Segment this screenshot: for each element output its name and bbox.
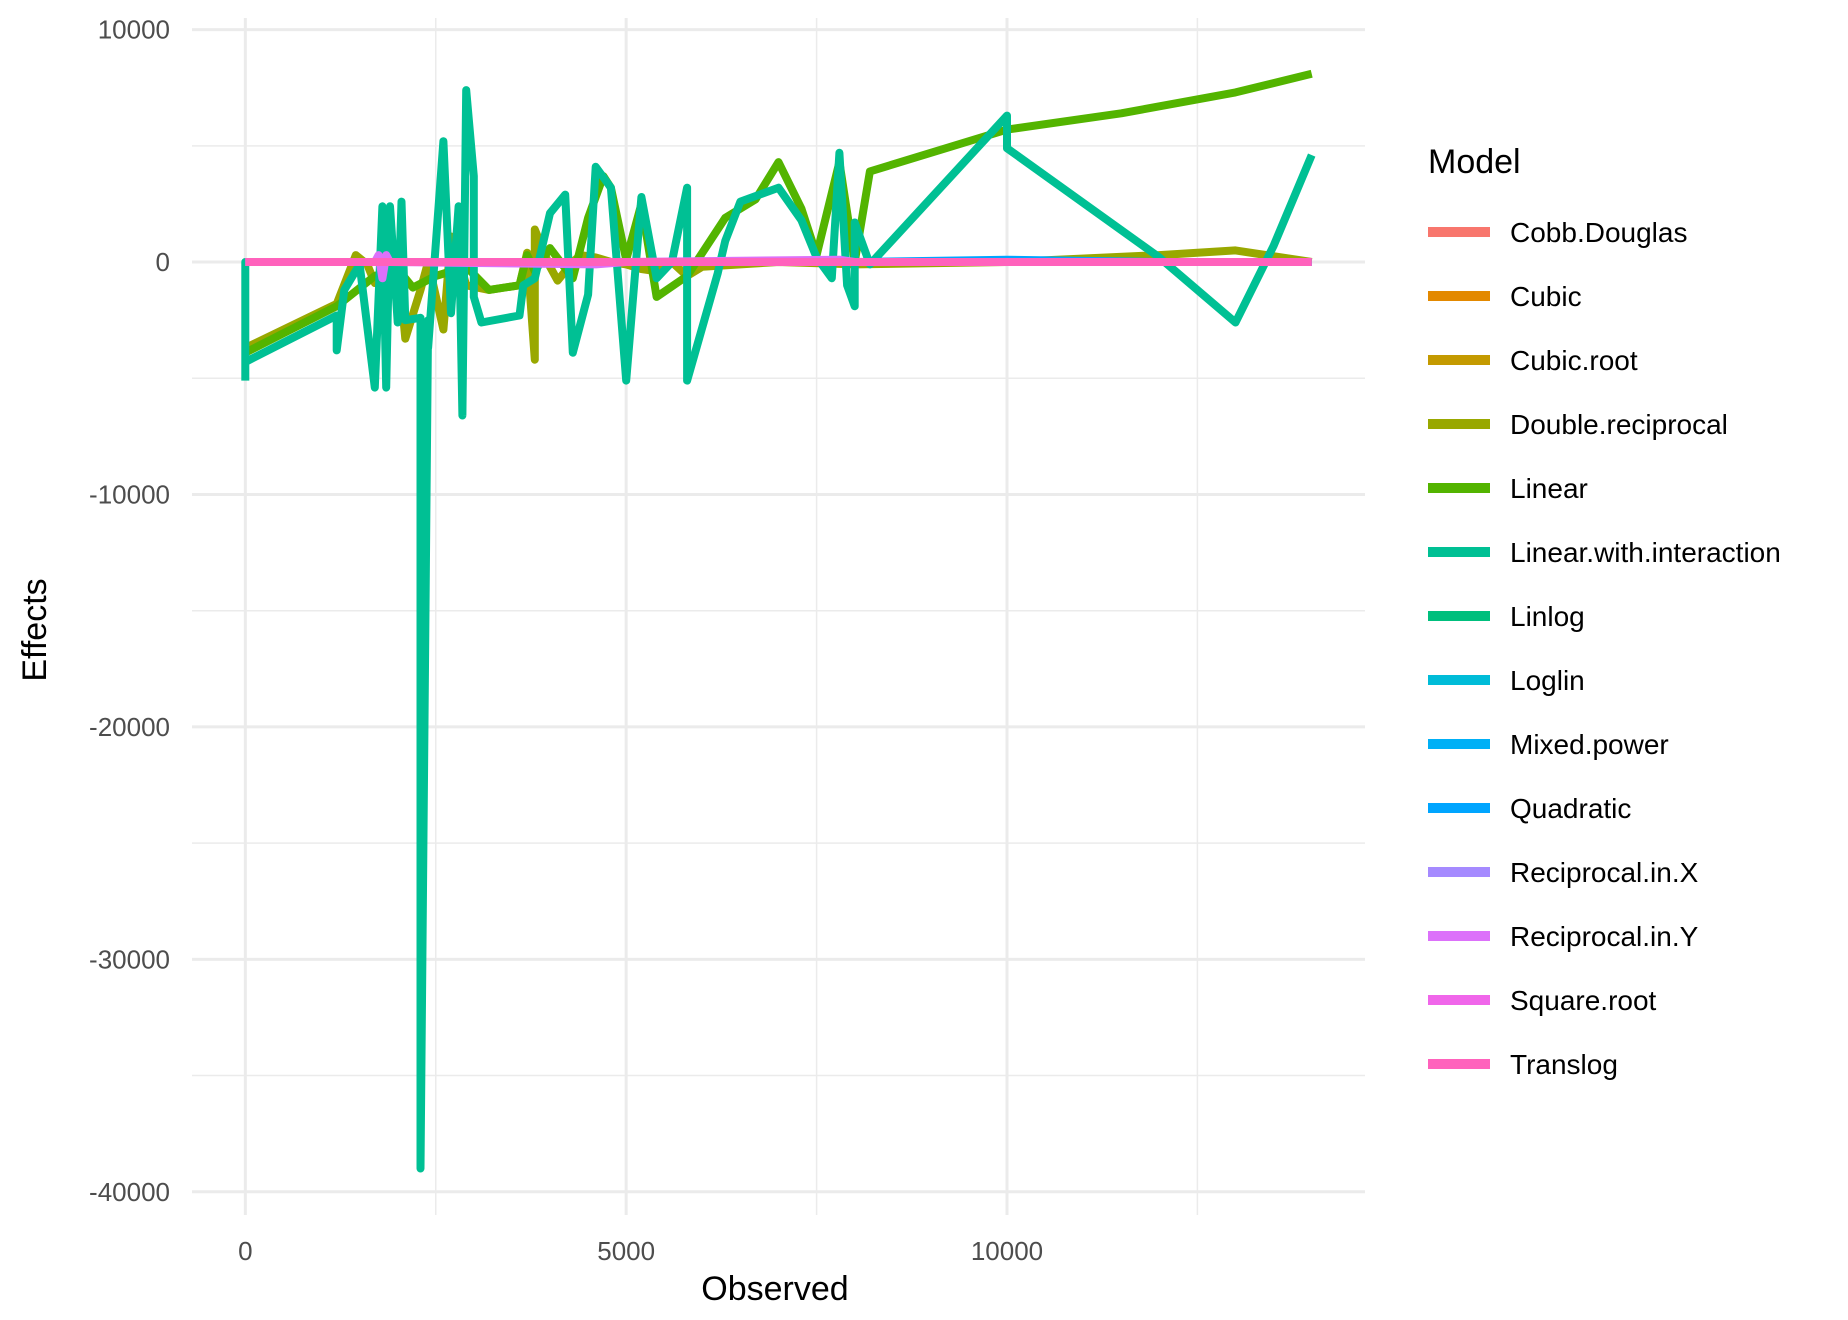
legend-label: Cubic.root (1510, 345, 1638, 376)
y-tick-label: -10000 (89, 479, 170, 509)
legend: Model Cobb.Douglas Cubic Cubic.root Double.… (1428, 143, 1781, 1080)
legend-label: Reciprocal.in.X (1510, 857, 1699, 888)
legend-label: Quadratic (1510, 793, 1631, 824)
x-axis-title: Observed (701, 1270, 848, 1308)
legend-label: Linear.with.interaction (1510, 537, 1781, 568)
legend-label: Mixed.power (1510, 729, 1669, 760)
legend-label: Cubic (1510, 281, 1582, 312)
y-axis-ticks: 10000 0 -10000 -20000 -30000 -40000 (89, 15, 170, 1207)
series-line-linear-with-interaction (241, 86, 1316, 1173)
x-axis-ticks: 0 5000 10000 (238, 1236, 1043, 1266)
y-tick-label: -30000 (89, 944, 170, 974)
legend-label: Double.reciprocal (1510, 409, 1728, 440)
legend-label: Cobb.Douglas (1510, 217, 1687, 248)
legend-label: Reciprocal.in.Y (1510, 921, 1699, 952)
y-tick-label: -40000 (89, 1177, 170, 1207)
legend-label: Loglin (1510, 665, 1585, 696)
legend-label: Square.root (1510, 985, 1657, 1016)
series-layer (241, 69, 1316, 1173)
grid-minor (192, 18, 1365, 1215)
legend-label: Translog (1510, 1049, 1618, 1080)
y-tick-label: -20000 (89, 712, 170, 742)
y-tick-label: 0 (156, 247, 170, 277)
legend-title: Model (1428, 143, 1521, 181)
y-tick-label: 10000 (98, 15, 170, 45)
x-tick-label: 5000 (597, 1236, 655, 1266)
y-axis-title: Effects (16, 578, 54, 681)
legend-label: Linear (1510, 473, 1588, 504)
grid-major (192, 18, 1365, 1215)
legend-label: Linlog (1510, 601, 1585, 632)
x-tick-label: 0 (238, 1236, 252, 1266)
x-tick-label: 10000 (971, 1236, 1043, 1266)
